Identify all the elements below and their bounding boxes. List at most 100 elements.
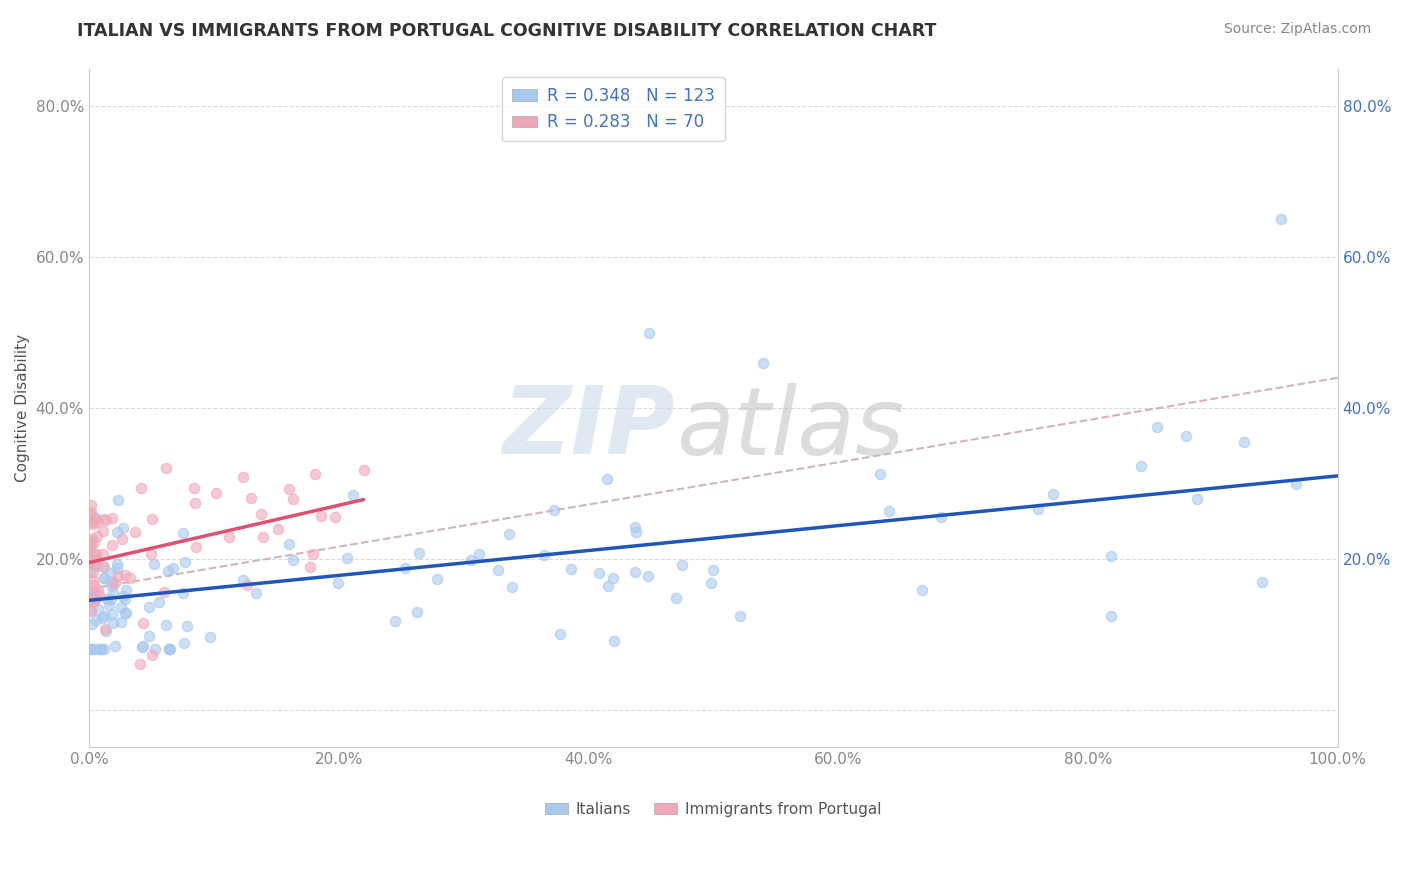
Point <box>588 566 610 580</box>
Point <box>671 558 693 572</box>
Point <box>94 624 117 638</box>
Point <box>533 549 555 563</box>
Point <box>232 470 254 484</box>
Point <box>80 642 103 657</box>
Point <box>93 642 115 657</box>
Point <box>101 615 124 630</box>
Point <box>277 482 299 496</box>
Point <box>1251 574 1274 589</box>
Point <box>83 558 105 572</box>
Point <box>100 511 122 525</box>
Point <box>665 591 688 605</box>
Point <box>77 557 100 571</box>
Point <box>342 488 364 502</box>
Point <box>94 623 117 637</box>
Point <box>91 559 114 574</box>
Point <box>110 615 132 629</box>
Point <box>80 505 103 519</box>
Text: atlas: atlas <box>676 383 904 474</box>
Point <box>100 574 122 589</box>
Point <box>184 540 207 554</box>
Point <box>84 613 107 627</box>
Point <box>79 590 101 604</box>
Point <box>405 605 427 619</box>
Point <box>110 599 132 614</box>
Point <box>86 515 108 529</box>
Point <box>174 555 197 569</box>
Point <box>79 539 101 553</box>
Point <box>101 607 124 621</box>
Point <box>1099 609 1122 624</box>
Point <box>79 583 101 598</box>
Point <box>141 512 163 526</box>
Point <box>143 642 166 657</box>
Point <box>267 522 290 536</box>
Point <box>752 356 775 370</box>
Point <box>501 580 523 594</box>
Point <box>184 496 207 510</box>
Point <box>83 510 105 524</box>
Point <box>141 648 163 662</box>
Point <box>115 583 138 598</box>
Point <box>328 575 350 590</box>
Point <box>1026 502 1049 516</box>
Point <box>702 563 724 577</box>
Point <box>637 568 659 582</box>
Point <box>394 561 416 575</box>
Point <box>156 565 179 579</box>
Point <box>83 547 105 561</box>
Point <box>83 549 105 564</box>
Point <box>91 610 114 624</box>
Point <box>131 640 153 654</box>
Point <box>309 509 332 524</box>
Point <box>96 591 118 606</box>
Point <box>304 467 326 481</box>
Point <box>93 559 115 574</box>
Point <box>173 636 195 650</box>
Point <box>598 579 620 593</box>
Point <box>86 529 108 543</box>
Point <box>107 492 129 507</box>
Point <box>1185 492 1208 507</box>
Point <box>84 559 107 574</box>
Point <box>80 538 103 552</box>
Point <box>100 591 122 606</box>
Point <box>157 642 180 657</box>
Point <box>162 561 184 575</box>
Point <box>236 578 259 592</box>
Point <box>281 491 304 506</box>
Point <box>1146 420 1168 434</box>
Point <box>384 614 406 628</box>
Point <box>80 551 103 566</box>
Point <box>98 598 121 612</box>
Point <box>250 507 273 521</box>
Point <box>301 547 323 561</box>
Point <box>82 517 104 532</box>
Point <box>323 509 346 524</box>
Point <box>105 525 128 540</box>
Point <box>1285 476 1308 491</box>
Point <box>80 642 103 657</box>
Point <box>176 618 198 632</box>
Point <box>486 563 509 577</box>
Point <box>80 498 103 512</box>
Point <box>83 535 105 549</box>
Point <box>114 606 136 620</box>
Point <box>80 617 103 632</box>
Point <box>84 591 107 606</box>
Point <box>103 586 125 600</box>
Point <box>83 594 105 608</box>
Point <box>80 604 103 618</box>
Point <box>1270 212 1292 227</box>
Point <box>107 569 129 583</box>
Point <box>93 571 115 585</box>
Text: Source: ZipAtlas.com: Source: ZipAtlas.com <box>1223 22 1371 37</box>
Point <box>87 588 110 602</box>
Legend: Italians, Immigrants from Portugal: Italians, Immigrants from Portugal <box>540 796 887 823</box>
Text: ITALIAN VS IMMIGRANTS FROM PORTUGAL COGNITIVE DISABILITY CORRELATION CHART: ITALIAN VS IMMIGRANTS FROM PORTUGAL COGN… <box>77 22 936 40</box>
Point <box>114 606 136 620</box>
Point <box>498 526 520 541</box>
Point <box>128 657 150 672</box>
Point <box>1042 487 1064 501</box>
Point <box>281 552 304 566</box>
